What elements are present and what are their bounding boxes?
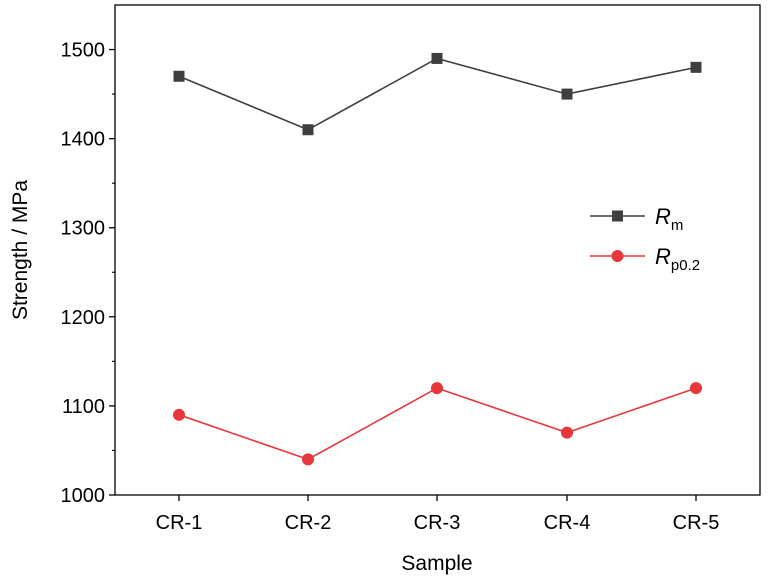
legend-marker-square <box>612 210 623 222</box>
x-axis-title: Sample <box>401 552 472 575</box>
y-tick-label: 1200 <box>61 307 106 329</box>
series-line <box>178 387 697 461</box>
x-tick-label: CR-5 <box>673 512 720 534</box>
y-tick-label: 1000 <box>61 485 106 507</box>
series-line <box>178 57 697 131</box>
legend-item: Rp0.2 <box>590 244 700 274</box>
data-point-circle <box>561 426 573 439</box>
legend-marker-circle <box>611 250 624 262</box>
data-point-circle <box>690 382 702 395</box>
y-tick-label: 1300 <box>61 218 106 240</box>
y-axis-title: Strength / MPa <box>9 180 32 320</box>
data-point-square <box>561 88 573 100</box>
y-tick-label: 1500 <box>61 40 106 62</box>
series-rm <box>173 52 702 136</box>
series-rp02 <box>173 382 702 466</box>
x-tick-label: CR-4 <box>544 512 591 534</box>
data-point-square <box>173 70 185 82</box>
legend-label: Rp0.2 <box>655 244 700 274</box>
series-layer <box>173 52 702 466</box>
data-point-square <box>302 124 314 136</box>
x-tick-label: CR-2 <box>285 512 332 534</box>
y-tick-label: 1400 <box>61 129 106 151</box>
data-point-square <box>431 52 443 64</box>
x-axis: CR-1 CR-2 CR-3 CR-4 CR-5 <box>156 495 720 534</box>
y-axis: 1000 1100 1200 1300 1400 1500 <box>61 40 115 507</box>
data-point-circle <box>173 408 185 421</box>
data-point-circle <box>431 382 443 395</box>
data-point-circle <box>302 453 314 466</box>
x-tick-label: CR-1 <box>156 512 203 534</box>
data-point-square <box>690 61 702 73</box>
legend-item: Rm <box>590 204 683 234</box>
x-tick-label: CR-3 <box>414 512 461 534</box>
legend-label: Rm <box>655 204 683 234</box>
y-tick-label: 1100 <box>62 396 105 418</box>
legend: Rm Rp0.2 <box>590 204 700 274</box>
